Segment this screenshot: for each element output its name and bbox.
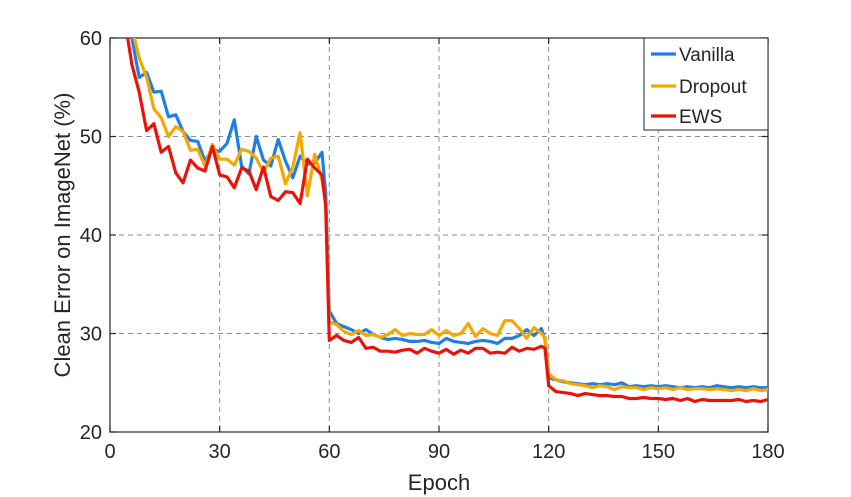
y-tick-label: 50 (80, 127, 102, 149)
series-line-ews (126, 38, 768, 404)
x-tick-label: 150 (642, 441, 675, 463)
x-tick-label: 30 (209, 441, 231, 463)
y-tick-label: 20 (80, 422, 102, 444)
y-tick-label: 40 (80, 225, 102, 247)
legend: Vanilla Dropout EWS (643, 37, 769, 131)
legend-label-dropout: Dropout (679, 77, 747, 98)
x-tick-label: 0 (104, 441, 115, 463)
y-axis-title: Clean Error on ImageNet (%) (50, 93, 75, 378)
y-tick-label: 60 (80, 28, 102, 50)
data-series (126, 38, 768, 404)
x-tick-label: 120 (532, 441, 565, 463)
y-tick-label: 30 (80, 324, 102, 346)
series-line-vanilla (130, 38, 768, 390)
x-tick-label: 60 (318, 441, 340, 463)
legend-label-ews: EWS (679, 107, 722, 128)
legend-label-vanilla: Vanilla (679, 45, 735, 66)
x-tick-label: 180 (751, 441, 784, 463)
x-tick-label: 90 (428, 441, 450, 463)
series-line-dropout (132, 38, 768, 393)
axis-ticks: 0 30 60 90 120 150 180 20 30 40 50 60 (80, 28, 785, 463)
x-axis-title: Epoch (408, 470, 470, 495)
